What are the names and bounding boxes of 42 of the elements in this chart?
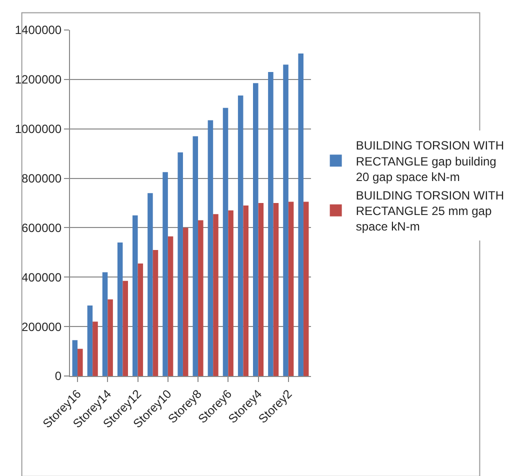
bar	[303, 202, 309, 376]
bar	[273, 203, 279, 376]
y-tick-label: 1000000	[14, 122, 62, 136]
y-tick-label: 800000	[22, 171, 62, 186]
bar	[288, 202, 294, 376]
bar	[78, 348, 83, 376]
bar	[208, 120, 214, 376]
y-tick-label: 200000	[22, 320, 62, 334]
bar	[192, 136, 198, 376]
legend-label: BUILDING TORSION WITH RECTANGLE gap building 20 gap space kN-m	[356, 138, 504, 184]
bar	[168, 236, 174, 376]
bar	[138, 264, 144, 376]
y-tick-label: 1400000	[14, 23, 62, 38]
bar	[178, 152, 183, 376]
y-tick-label: 0	[54, 369, 62, 384]
bar	[298, 53, 304, 376]
legend-label: BUILDING TORSION WITH RECTANGLE 25 mm gap space kN-m	[356, 188, 504, 234]
bar	[243, 205, 248, 376]
bar	[148, 193, 153, 376]
y-tick-label: 1200000	[14, 72, 62, 87]
bar	[213, 214, 218, 376]
bar	[222, 108, 228, 376]
bar	[268, 72, 274, 376]
bar	[162, 172, 168, 376]
bar	[92, 322, 98, 376]
bar	[253, 83, 258, 376]
bar	[132, 215, 138, 376]
bar	[283, 64, 288, 376]
bar	[238, 95, 244, 376]
bar	[198, 220, 204, 376]
y-tick-label: 600000	[22, 220, 62, 235]
bar	[102, 272, 108, 376]
bar	[228, 210, 234, 376]
bar	[108, 299, 113, 376]
bar	[122, 280, 128, 376]
bar	[72, 340, 78, 376]
bar	[258, 203, 264, 376]
bar	[152, 250, 158, 376]
bar	[182, 228, 188, 376]
bar	[117, 242, 123, 376]
bar	[87, 306, 93, 376]
y-tick-label: 400000	[22, 270, 62, 284]
